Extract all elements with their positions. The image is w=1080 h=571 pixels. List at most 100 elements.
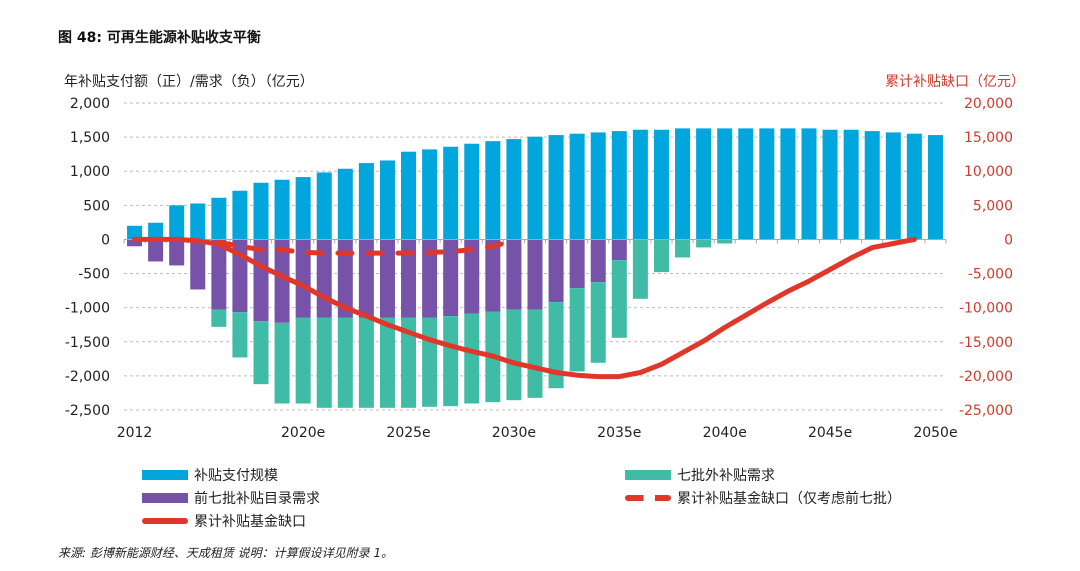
bar-outside7-demand [611, 260, 627, 338]
legend-item-payment: 补贴支付规模 [142, 465, 278, 485]
bar-payment [759, 128, 775, 240]
x-tick-label: 2040e [703, 425, 747, 441]
legend-item-first7: 前七批补贴目录需求 [142, 488, 320, 508]
bar-first7-demand [611, 239, 627, 261]
y-tick-label-right: 15,000 [964, 130, 1013, 146]
bar-outside7-demand [632, 239, 648, 299]
y-tick-label-right: -15,000 [959, 335, 1013, 351]
y-tick-label-right: 5,000 [973, 198, 1013, 214]
legend-swatch [142, 493, 188, 503]
bar-payment [885, 132, 901, 240]
bar-first7-demand [443, 239, 459, 317]
y-tick-label-right: 0 [1004, 232, 1013, 248]
bar-outside7-demand [358, 317, 374, 408]
bar-first7-demand [169, 239, 185, 266]
bar-first7-demand [590, 239, 606, 283]
y-tick-label-right: 20,000 [964, 96, 1013, 112]
legend-item-outside7: 七批外补贴需求 [625, 465, 775, 485]
bar-payment [611, 131, 627, 240]
bar-outside7-demand [253, 321, 269, 385]
bar-outside7-demand [232, 312, 248, 358]
y-axis-left-label: 年补贴支付额（正）/需求（负）（亿元） [64, 74, 314, 90]
legend-item-cumulative-first7: 累计补贴基金缺口（仅考虑前七批） [625, 488, 901, 508]
bar-first7-demand [190, 239, 206, 290]
bar-outside7-demand [443, 316, 459, 407]
legend-item-cumulative: 累计补贴基金缺口 [142, 511, 306, 531]
bar-payment [738, 128, 754, 240]
legend-swatch [625, 495, 671, 501]
bar-payment [801, 128, 817, 240]
y-tick-label-left: -2,500 [65, 403, 110, 419]
x-tick-label: 2035e [597, 425, 641, 441]
bar-first7-demand [127, 239, 143, 247]
bar-first7-demand [548, 239, 564, 303]
legend-label: 补贴支付规模 [194, 468, 278, 484]
y-tick-label-right: 10,000 [964, 164, 1013, 180]
bar-outside7-demand [653, 239, 669, 273]
y-tick-label-right: -20,000 [959, 369, 1013, 385]
bar-outside7-demand [548, 302, 564, 389]
bar-outside7-demand [527, 309, 543, 398]
y-tick-label-left: -500 [78, 267, 110, 283]
y-tick-label-left: -1,500 [65, 335, 110, 351]
bar-first7-demand [358, 239, 374, 318]
bar-payment [927, 135, 943, 240]
bar-payment [822, 129, 838, 240]
bar-first7-demand [464, 239, 480, 314]
bar-outside7-demand [675, 239, 691, 258]
bar-payment [485, 141, 501, 240]
y-tick-label-left: 500 [83, 198, 110, 214]
y-tick-label-left: -2,000 [65, 369, 110, 385]
legend-label: 前七批补贴目录需求 [194, 491, 320, 507]
x-tick-label: 2045e [808, 425, 852, 441]
bar-payment [548, 135, 564, 240]
bar-first7-demand [506, 239, 522, 310]
bar-first7-demand [253, 239, 269, 322]
bar-payment [590, 132, 606, 240]
bar-payment [653, 129, 669, 240]
bar-payment [127, 225, 143, 240]
y-tick-label-left: -1,000 [65, 301, 110, 317]
y-tick-label-left: 2,000 [70, 96, 110, 112]
legend-label: 累计补贴基金缺口（仅考虑前七批） [677, 491, 901, 507]
bar-first7-demand [422, 239, 438, 318]
figure-title: 图 48: 可再生能源补贴收支平衡 [58, 30, 261, 46]
bar-outside7-demand [211, 309, 227, 327]
bar-payment [864, 131, 880, 240]
source-note: 来源: 彭博新能源财经、天成租赁 说明：计算假设详见附录 1。 [58, 546, 394, 560]
bar-outside7-demand [337, 317, 353, 408]
y-tick-label-left: 1,000 [70, 164, 110, 180]
bar-payment [527, 136, 543, 240]
bar-payment [717, 128, 733, 240]
legend-swatch [625, 470, 671, 480]
bar-payment [274, 179, 290, 240]
y-tick-label-left: 0 [101, 232, 110, 248]
bar-payment [401, 151, 417, 240]
bar-outside7-demand [569, 288, 585, 372]
bar-payment [295, 177, 311, 240]
y-axis-right-label: 累计补贴缺口（亿元） [885, 74, 1025, 90]
x-tick-label: 2030e [492, 425, 536, 441]
bar-payment [632, 129, 648, 240]
legend-label: 累计补贴基金缺口 [194, 514, 306, 530]
bar-first7-demand [295, 239, 311, 318]
legend-label: 七批外补贴需求 [677, 468, 775, 484]
bar-first7-demand [379, 239, 395, 318]
x-tick-label: 2025e [386, 425, 430, 441]
bar-payment [443, 146, 459, 240]
y-tick-label-right: -5,000 [968, 267, 1013, 283]
bar-payment [232, 190, 248, 240]
bar-outside7-demand [506, 309, 522, 401]
bar-first7-demand [274, 239, 290, 323]
x-tick-label: 2020e [281, 425, 325, 441]
bar-payment [316, 172, 332, 240]
bar-payment [675, 128, 691, 240]
bar-payment [843, 129, 859, 240]
bar-payment [569, 133, 585, 240]
bar-first7-demand [569, 239, 585, 289]
bar-outside7-demand [696, 239, 712, 248]
bar-outside7-demand [590, 282, 606, 363]
x-tick-label: 2050e [913, 425, 957, 441]
bar-payment [253, 182, 269, 240]
